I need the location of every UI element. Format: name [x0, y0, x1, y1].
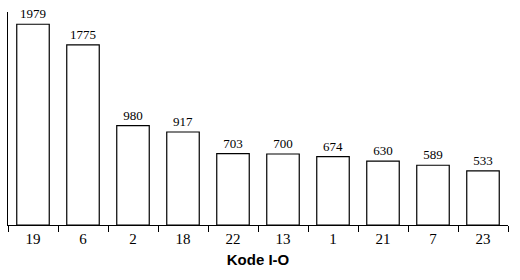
svg-text:21: 21	[376, 231, 391, 247]
svg-text:703: 703	[223, 136, 243, 151]
svg-text:589: 589	[423, 147, 443, 162]
svg-text:700: 700	[273, 136, 293, 151]
svg-text:2: 2	[129, 231, 137, 247]
svg-text:22: 22	[226, 231, 241, 247]
svg-text:674: 674	[323, 139, 343, 154]
svg-text:6: 6	[79, 231, 87, 247]
svg-text:533: 533	[473, 153, 493, 168]
svg-text:980: 980	[123, 108, 143, 123]
svg-text:Kode I-O: Kode I-O	[227, 251, 290, 268]
svg-text:18: 18	[176, 231, 191, 247]
svg-text:917: 917	[173, 114, 193, 129]
svg-text:13: 13	[276, 231, 291, 247]
svg-text:1: 1	[329, 231, 337, 247]
svg-text:23: 23	[476, 231, 491, 247]
svg-text:630: 630	[373, 143, 393, 158]
svg-text:7: 7	[429, 231, 437, 247]
svg-text:19: 19	[26, 231, 41, 247]
svg-text:1979: 1979	[20, 6, 46, 21]
svg-text:1775: 1775	[70, 27, 96, 42]
